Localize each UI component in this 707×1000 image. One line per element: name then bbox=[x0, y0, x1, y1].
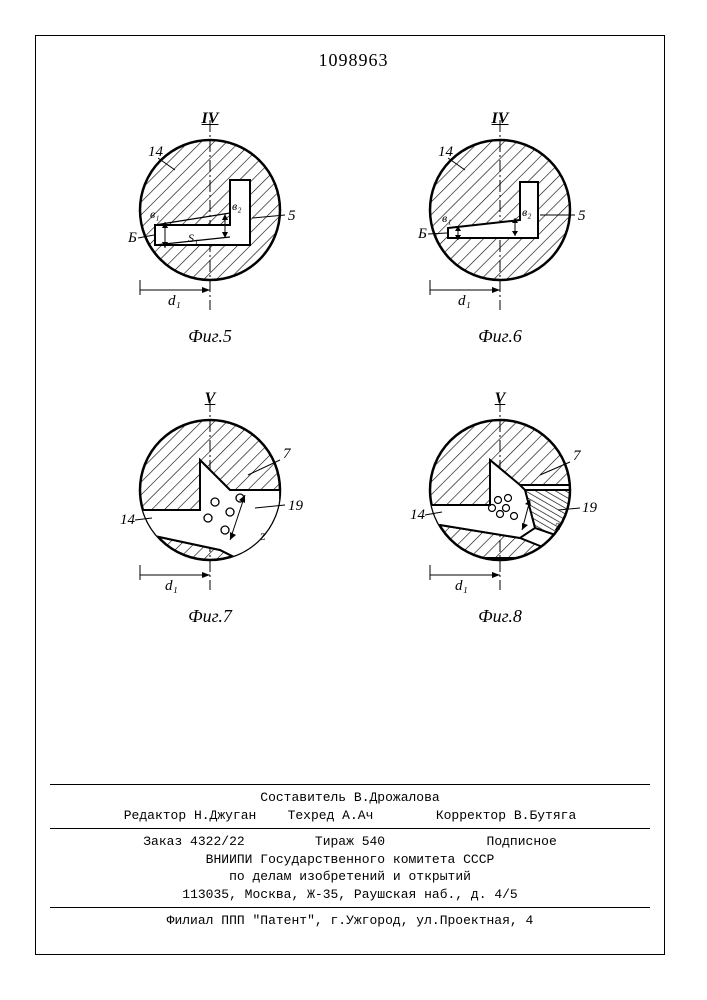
callout-14: 14 bbox=[120, 512, 136, 528]
callout-19: 19 bbox=[582, 500, 598, 516]
dim-z: z bbox=[554, 519, 561, 534]
figure-7: V bbox=[80, 390, 340, 627]
dim-v2: в₂ bbox=[522, 205, 531, 219]
figure-5: IV bbox=[80, 110, 340, 347]
dim-d1: d₁ bbox=[165, 578, 178, 594]
colophon-branch: Филиал ППП "Патент", г.Ужгород, ул.Проек… bbox=[50, 912, 650, 930]
editor: Редактор Н.Джуган bbox=[124, 808, 257, 823]
dim-z: z bbox=[259, 529, 266, 544]
callout-14: 14 bbox=[410, 507, 426, 523]
dim-s1: S₁ bbox=[188, 231, 198, 245]
colophon-address: 113035, Москва, Ж-35, Раушская наб., д. … bbox=[50, 886, 650, 904]
callout-19: 19 bbox=[288, 498, 304, 514]
divider bbox=[50, 907, 650, 908]
colophon-dept: по делам изобретений и открытий bbox=[50, 868, 650, 886]
colophon-org: ВНИИПИ Государственного комитета СССР bbox=[50, 851, 650, 869]
order-no: Заказ 4322/22 bbox=[143, 834, 244, 849]
figure-8-drawing: 14 7 19 z d₁ bbox=[370, 390, 630, 600]
callout-b: Б bbox=[127, 230, 137, 246]
colophon-staff-row: Редактор Н.Джуган Техред А.Ач Корректор … bbox=[50, 807, 650, 825]
figure-8-caption: Фиг.8 bbox=[370, 606, 630, 627]
figure-6-drawing: 14 5 Б в₁ в₂ d₁ bbox=[370, 110, 630, 320]
corrector: Корректор В.Бутяга bbox=[436, 808, 576, 823]
colophon-order-row: Заказ 4322/22 Тираж 540 Подписное bbox=[50, 833, 650, 851]
dim-v2: в₂ bbox=[232, 199, 241, 213]
dim-d1: d₁ bbox=[455, 578, 468, 594]
dim-v1: в₁ bbox=[150, 207, 159, 221]
figure-6-caption: Фиг.6 bbox=[370, 326, 630, 347]
callout-7: 7 bbox=[283, 446, 292, 462]
dim-v1: в₁ bbox=[442, 211, 451, 225]
dim-d1: d₁ bbox=[168, 293, 181, 309]
callout-5: 5 bbox=[288, 208, 296, 224]
figure-8: V bbox=[370, 390, 630, 627]
figure-5-drawing: 14 5 Б в₁ в₂ S₁ d₁ bbox=[80, 110, 340, 320]
divider bbox=[50, 784, 650, 785]
figure-5-caption: Фиг.5 bbox=[80, 326, 340, 347]
tirazh: Тираж 540 bbox=[315, 834, 385, 849]
colophon: Составитель В.Дрожалова Редактор Н.Джуга… bbox=[50, 780, 650, 930]
subscription: Подписное bbox=[487, 834, 557, 849]
callout-14: 14 bbox=[148, 144, 164, 160]
colophon-compiler: Составитель В.Дрожалова bbox=[50, 789, 650, 807]
divider bbox=[50, 828, 650, 829]
callout-7: 7 bbox=[573, 448, 582, 464]
document-number: 1098963 bbox=[0, 50, 707, 71]
figure-6: IV bbox=[370, 110, 630, 347]
dim-d1: d₁ bbox=[458, 293, 471, 309]
techred: Техред А.Ач bbox=[288, 808, 374, 823]
callout-5: 5 bbox=[578, 208, 586, 224]
figures-area: IV bbox=[60, 100, 650, 680]
figure-7-caption: Фиг.7 bbox=[80, 606, 340, 627]
figure-7-drawing: 14 7 19 z d₁ bbox=[80, 390, 340, 600]
callout-14: 14 bbox=[438, 144, 454, 160]
callout-b: Б bbox=[417, 226, 427, 242]
